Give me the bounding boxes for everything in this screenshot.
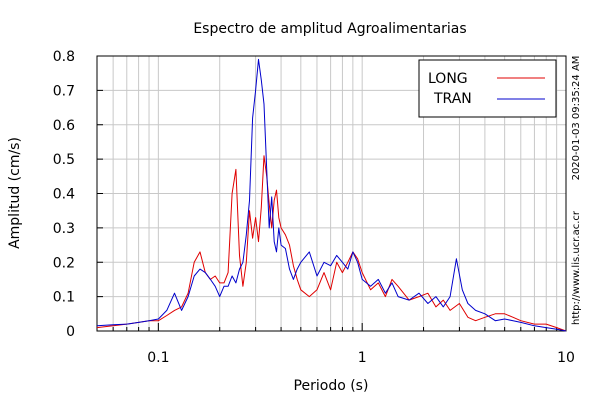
- y-axis-ticks: 0 0.1 0.2 0.3 0.4 0.5 0.6 0.7 0.8: [53, 49, 103, 340]
- legend-label-tran: TRAN: [433, 91, 472, 107]
- y-tick-label: 0.7: [53, 83, 75, 99]
- x-tick-label: 1: [358, 350, 367, 366]
- y-axis-title: Amplitud (cm/s): [7, 137, 23, 249]
- chart-title: Espectro de amplitud Agroalimentarias: [193, 21, 466, 37]
- timestamp-label: 2020-01-03 09:35:24 AM: [571, 56, 582, 181]
- y-tick-label: 0.2: [53, 255, 75, 271]
- grid-lines: [97, 56, 566, 331]
- y-tick-label: 0.6: [53, 118, 75, 134]
- x-axis-title: Periodo (s): [294, 378, 369, 394]
- x-axis-ticks: 0.1 1 10: [96, 323, 575, 366]
- y-tick-label: 0: [66, 324, 75, 340]
- series-layer: [96, 58, 567, 332]
- y-tick-label: 0.8: [53, 49, 75, 65]
- y-tick-label: 0.1: [53, 290, 75, 306]
- series-line-tran: [96, 58, 567, 332]
- y-tick-label: 0.4: [53, 187, 75, 203]
- legend-box: [418, 59, 557, 118]
- x-tick-label: 10: [557, 350, 575, 366]
- legend: LONG TRAN: [418, 59, 557, 118]
- legend-label-long: LONG: [428, 71, 468, 87]
- x-tick-label: 0.1: [147, 350, 169, 366]
- y-tick-label: 0.3: [53, 221, 75, 237]
- source-url-label: http://www.lis.ucr.ac.cr: [571, 210, 582, 325]
- series-line-long: [96, 155, 567, 332]
- y-tick-label: 0.5: [53, 152, 75, 168]
